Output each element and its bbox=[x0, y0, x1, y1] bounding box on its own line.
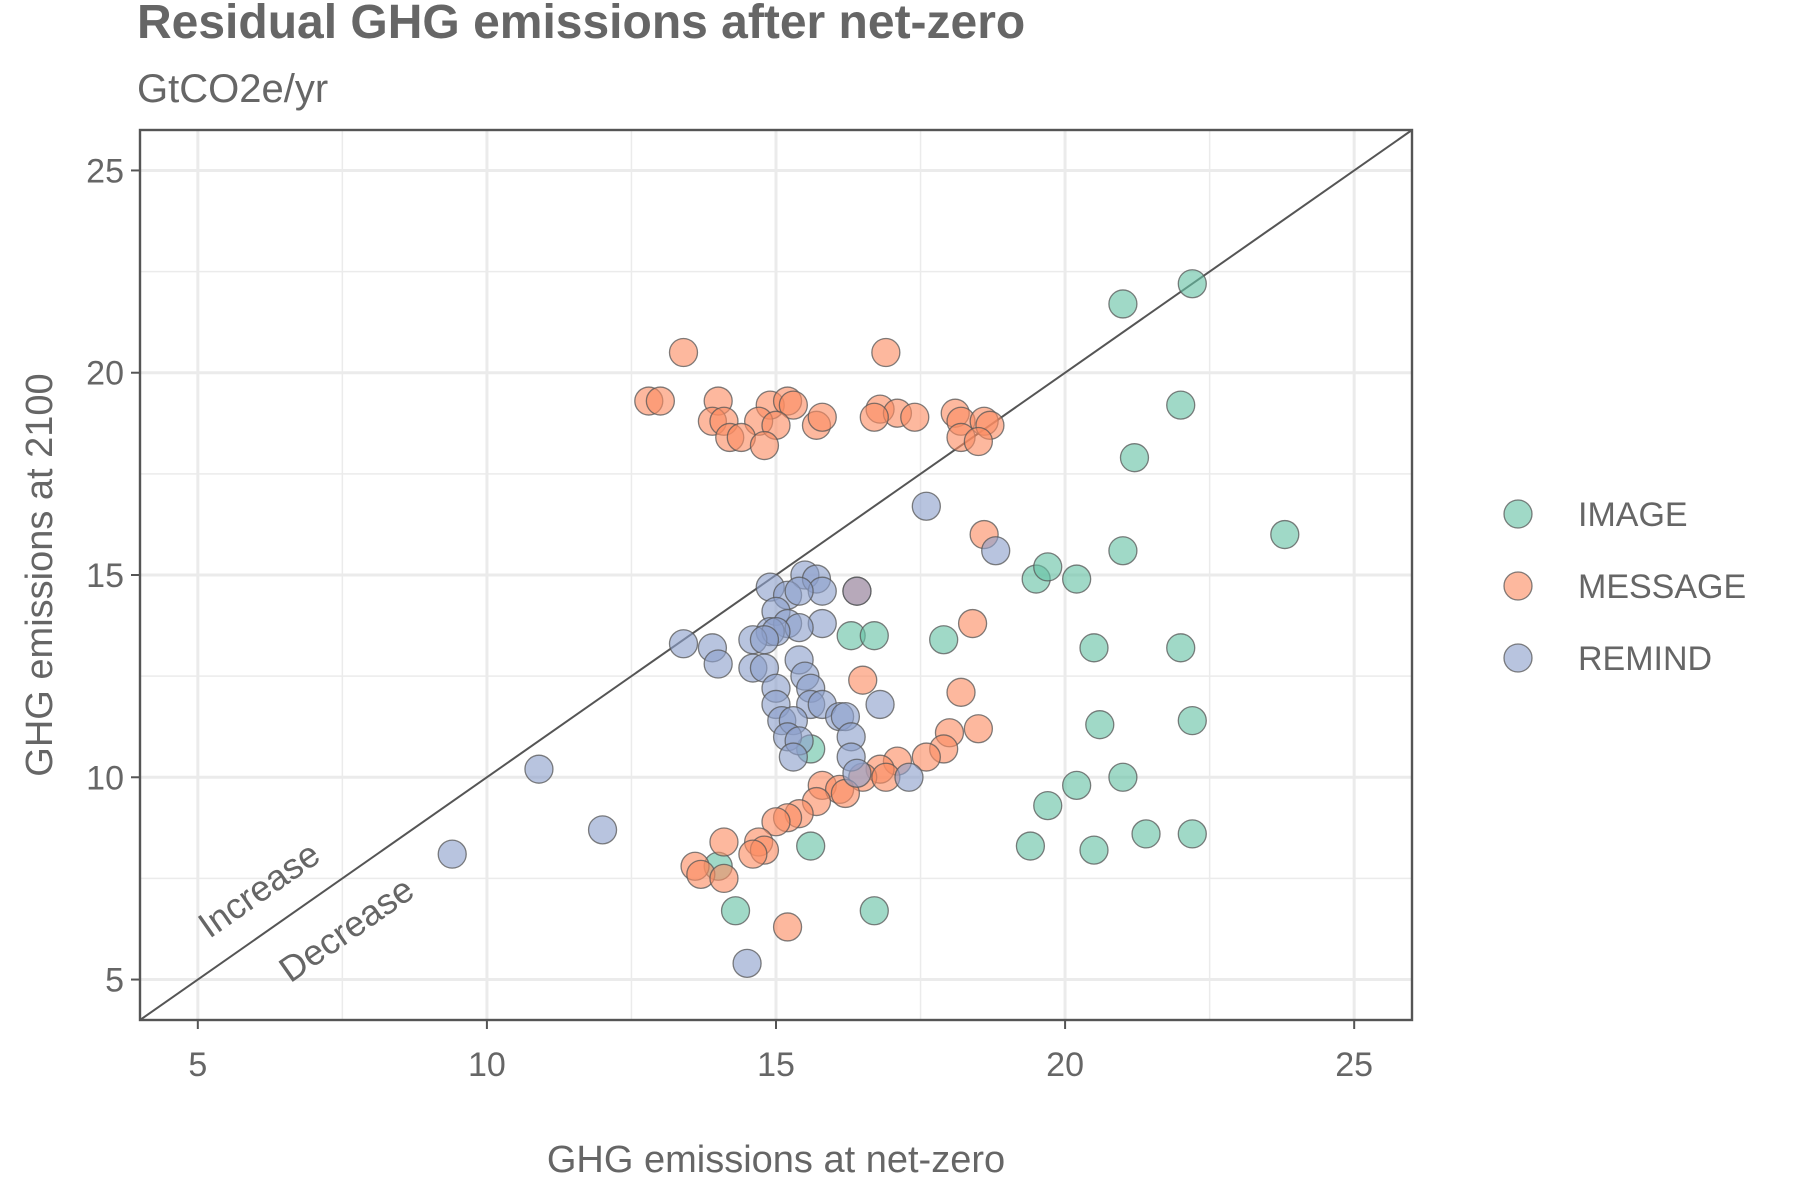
data-point-image bbox=[1033, 552, 1063, 582]
y-tick-label: 15 bbox=[86, 557, 124, 595]
data-point-image bbox=[859, 896, 889, 926]
data-point-message bbox=[871, 337, 901, 368]
y-tick-label: 10 bbox=[86, 759, 124, 797]
data-point-message bbox=[761, 807, 791, 837]
data-point-remind bbox=[842, 758, 872, 788]
data-point-image bbox=[1062, 770, 1092, 801]
data-point-image bbox=[1079, 835, 1109, 865]
legend-key-remind bbox=[1503, 643, 1533, 673]
y-tick-label: 25 bbox=[86, 152, 124, 190]
data-point-message bbox=[848, 665, 878, 695]
x-tick-label: 20 bbox=[1046, 1046, 1084, 1084]
data-point-remind bbox=[911, 491, 941, 521]
data-point-message bbox=[946, 677, 976, 707]
data-point-message bbox=[957, 608, 988, 639]
data-point-image bbox=[859, 621, 889, 651]
legend-label-image: IMAGE bbox=[1578, 496, 1688, 534]
y-axis-title: GHG emissions at 2100 bbox=[19, 373, 61, 776]
data-point-image bbox=[1119, 443, 1150, 473]
data-point-image bbox=[1177, 819, 1207, 849]
data-point-image bbox=[1177, 705, 1207, 736]
data-point-image bbox=[1062, 564, 1092, 594]
chart-title: Residual GHG emissions after net-zero bbox=[137, 0, 1025, 49]
data-point-remind bbox=[981, 536, 1011, 566]
x-tick-label: 15 bbox=[757, 1046, 795, 1084]
data-point-image bbox=[1166, 633, 1196, 663]
data-point-remind bbox=[668, 629, 699, 659]
data-point-image bbox=[1131, 819, 1161, 849]
x-axis-title: GHG emissions at net-zero bbox=[547, 1139, 1005, 1181]
data-point-remind bbox=[865, 689, 895, 720]
data-point-message bbox=[900, 402, 930, 432]
data-point-message bbox=[668, 337, 699, 368]
data-point-remind bbox=[587, 815, 618, 845]
y-tick-label: 20 bbox=[86, 355, 124, 393]
data-point-remind bbox=[732, 948, 762, 979]
x-tick-label: 10 bbox=[468, 1046, 506, 1084]
data-point-image bbox=[1108, 536, 1138, 566]
data-point-image bbox=[1270, 519, 1300, 550]
y-tick-label: 5 bbox=[105, 962, 124, 1000]
data-point-image bbox=[1108, 762, 1138, 792]
data-point-message bbox=[772, 912, 803, 942]
data-point-message bbox=[807, 402, 837, 432]
data-point-image bbox=[1166, 390, 1196, 420]
legend-label-remind: REMIND bbox=[1578, 640, 1712, 678]
data-point-remind bbox=[749, 625, 780, 655]
data-point-image bbox=[1085, 710, 1115, 740]
data-point-image bbox=[720, 896, 751, 926]
data-point-message bbox=[645, 386, 676, 416]
data-point-message bbox=[709, 827, 739, 857]
data-point-message bbox=[749, 430, 780, 461]
data-point-message bbox=[859, 402, 889, 432]
legend-key-message bbox=[1503, 571, 1533, 601]
data-point-image bbox=[1177, 269, 1207, 299]
x-tick-label: 25 bbox=[1335, 1046, 1373, 1084]
data-point-message bbox=[778, 390, 808, 420]
data-point-message bbox=[963, 714, 994, 744]
data-point-remind bbox=[784, 576, 814, 606]
data-point-image bbox=[1015, 831, 1046, 861]
data-point-remind bbox=[703, 649, 733, 679]
legend-key-image bbox=[1503, 499, 1533, 529]
x-tick-label: 5 bbox=[188, 1046, 207, 1084]
data-points bbox=[437, 269, 1300, 979]
legend-label-message: MESSAGE bbox=[1578, 568, 1746, 606]
data-point-message bbox=[738, 839, 768, 869]
y-axis-ticks: 5 10 15 20 25 bbox=[86, 152, 140, 1000]
data-point-image bbox=[929, 625, 959, 655]
data-point-message bbox=[911, 742, 941, 772]
data-point-image bbox=[1079, 633, 1109, 663]
x-axis-ticks: 5 10 15 20 25 bbox=[188, 1020, 1373, 1084]
data-point-remind bbox=[894, 762, 924, 792]
data-point-remind bbox=[437, 839, 467, 869]
data-point-image bbox=[1033, 790, 1063, 821]
legend: IMAGE MESSAGE REMIND bbox=[1503, 496, 1746, 678]
data-point-image bbox=[796, 831, 826, 861]
data-point-remind bbox=[524, 754, 554, 784]
chart-subtitle: GtCO2e/yr bbox=[137, 67, 328, 111]
data-point-remind bbox=[778, 742, 808, 772]
data-point-message bbox=[709, 863, 739, 894]
data-point-image bbox=[1108, 289, 1138, 319]
data-point-message bbox=[963, 426, 994, 457]
data-point-remind bbox=[842, 576, 872, 606]
